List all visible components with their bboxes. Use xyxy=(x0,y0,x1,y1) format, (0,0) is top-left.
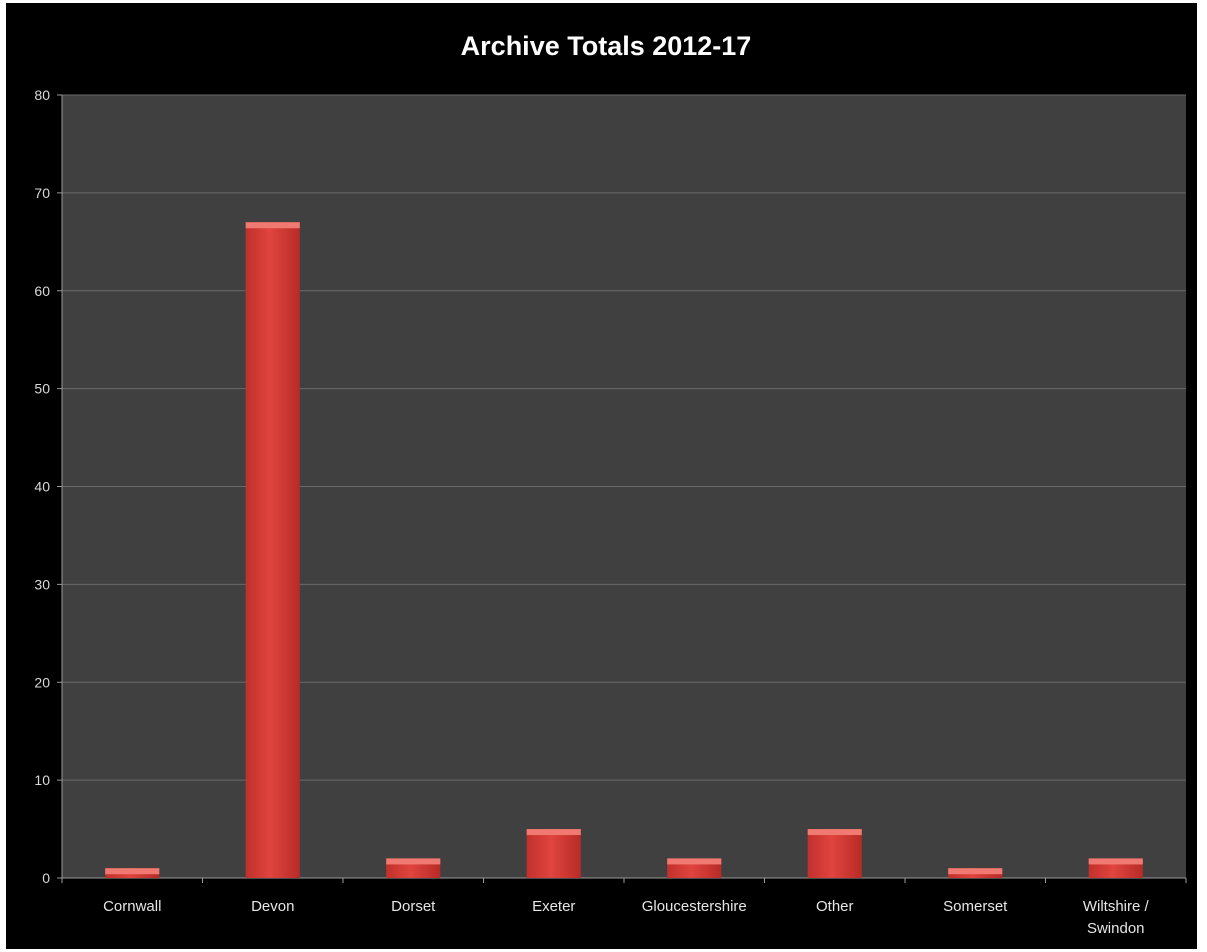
x-tick-label: Swindon xyxy=(1087,920,1145,937)
y-tick-label: 0 xyxy=(42,870,50,886)
x-tick-label: Dorset xyxy=(391,898,436,915)
bar-other xyxy=(807,829,862,878)
y-tick-label: 30 xyxy=(34,576,50,592)
bar-somerset xyxy=(948,868,1003,878)
bar-top-highlight xyxy=(948,868,1003,875)
bar xyxy=(245,222,300,879)
bar-devon xyxy=(245,222,300,879)
x-tick-label: Exeter xyxy=(532,898,575,915)
bar-top-highlight xyxy=(245,222,300,229)
x-tick-label: Wiltshire / xyxy=(1083,898,1150,915)
y-tick-label: 20 xyxy=(34,674,50,690)
bar xyxy=(526,829,581,878)
bar-top-highlight xyxy=(1088,858,1143,865)
y-tick-label: 80 xyxy=(34,87,50,103)
x-tick-label: Somerset xyxy=(943,898,1008,915)
bar-chart: Archive Totals 2012-17 0 10 20 30 40 50 60 70 80… xyxy=(34,31,1187,937)
bar-top-highlight xyxy=(526,829,581,836)
x-tick-label: Cornwall xyxy=(103,898,161,915)
y-tick-label: 70 xyxy=(34,185,50,201)
y-tick-label: 50 xyxy=(34,381,50,397)
bar xyxy=(807,829,862,878)
y-tick-label: 60 xyxy=(34,283,50,299)
plot-area: 0 10 20 30 40 50 60 70 80 Cornwall Devon Dorset Exet… xyxy=(34,87,1187,937)
chart-panel: Archive Totals 2012-17 0 10 20 30 40 50 60 70 80… xyxy=(6,3,1197,949)
y-tick-label: 10 xyxy=(34,772,50,788)
y-tick-label: 40 xyxy=(34,479,50,495)
bar-exeter xyxy=(526,829,581,878)
x-tick-label: Other xyxy=(816,898,854,915)
bar-top-highlight xyxy=(105,868,160,875)
bar-top-highlight xyxy=(386,858,441,865)
bar-gloucestershire xyxy=(667,858,722,878)
chart-title: Archive Totals 2012-17 xyxy=(461,31,752,61)
bar-cornwall xyxy=(105,868,160,878)
x-tick-label: Gloucestershire xyxy=(642,898,747,915)
bar-dorset xyxy=(386,858,441,878)
bar-top-highlight xyxy=(807,829,862,836)
bar-top-highlight xyxy=(667,858,722,865)
bar-wiltshire-swindon xyxy=(1088,858,1143,878)
x-tick-label: Devon xyxy=(251,898,294,915)
